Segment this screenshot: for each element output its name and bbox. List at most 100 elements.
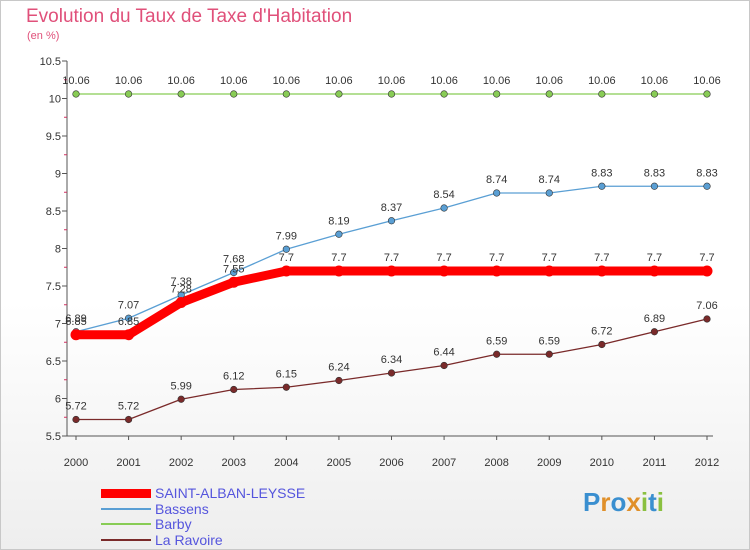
data-label: 7.7 xyxy=(594,252,609,264)
x-tick-label: 2008 xyxy=(484,457,508,469)
series-point xyxy=(703,182,711,190)
x-tick-label: 2004 xyxy=(274,457,298,469)
x-tick-label: 2005 xyxy=(327,457,351,469)
data-label: 7.28 xyxy=(170,284,191,296)
data-label: 8.74 xyxy=(539,174,560,186)
chart-subtitle: (en %) xyxy=(27,30,60,42)
series-point xyxy=(596,265,608,277)
series-point xyxy=(335,230,343,238)
data-label: 10.06 xyxy=(62,75,90,87)
data-label: 8.83 xyxy=(644,167,665,179)
x-tick-label: 2011 xyxy=(643,457,667,469)
data-label: 7.7 xyxy=(279,252,294,264)
data-label: 7.68 xyxy=(223,254,244,266)
logo-letter: i xyxy=(640,487,649,517)
data-label: 10.06 xyxy=(430,75,458,87)
series-point xyxy=(282,90,290,98)
data-label: 5.72 xyxy=(118,401,139,413)
data-label: 8.83 xyxy=(696,167,717,179)
series-point xyxy=(124,314,133,322)
series-point xyxy=(598,90,606,98)
series-point xyxy=(230,385,238,394)
data-label: 8.54 xyxy=(433,189,454,201)
series-point xyxy=(124,90,133,98)
data-label: 5.72 xyxy=(65,401,86,413)
data-label: 5.99 xyxy=(170,380,191,392)
y-tick-label: 6 xyxy=(55,394,61,406)
series-point xyxy=(70,329,82,341)
series-point xyxy=(543,265,555,277)
series-point xyxy=(282,245,290,253)
data-label: 7.55 xyxy=(223,263,244,275)
series-point xyxy=(177,90,185,98)
x-tick-label: 2009 xyxy=(537,457,561,469)
data-label: 10.06 xyxy=(167,75,195,87)
series-point xyxy=(177,395,185,403)
data-label: 10.06 xyxy=(378,75,406,87)
y-tick-label: 9 xyxy=(55,169,61,181)
data-label: 8.37 xyxy=(381,202,402,214)
series-point xyxy=(545,189,553,197)
y-tick-label: 7 xyxy=(55,319,61,331)
series-point xyxy=(598,340,606,349)
series-point xyxy=(387,369,396,377)
y-tick-label: 10.5 xyxy=(40,56,61,68)
data-label: 6.44 xyxy=(433,347,454,359)
x-tick-label: 2001 xyxy=(116,457,140,469)
series-point xyxy=(123,329,135,341)
data-label: 10.06 xyxy=(483,75,511,87)
series-point xyxy=(598,182,606,190)
x-tick-label: 2000 xyxy=(64,457,88,469)
data-labels: 10.06 10.06 10.06 10.06 10.06 10.06 10.06 10.06… xyxy=(62,75,721,413)
y-tick-label: 10 xyxy=(49,94,61,106)
data-label: 7.7 xyxy=(647,252,662,264)
series-point xyxy=(335,90,343,98)
data-label: 10.06 xyxy=(115,75,143,87)
series-point xyxy=(72,90,80,98)
series-points xyxy=(70,90,713,424)
series-point xyxy=(703,315,711,323)
series-point xyxy=(386,265,397,277)
data-label: 7.7 xyxy=(331,252,346,264)
legend-swatch xyxy=(101,538,151,541)
series-point xyxy=(230,268,238,277)
series-point xyxy=(230,90,238,98)
data-label: 10.06 xyxy=(535,75,563,87)
series-point xyxy=(545,350,553,358)
series-point xyxy=(703,90,711,98)
series-point xyxy=(493,90,501,98)
y-tick-label: 8.5 xyxy=(46,206,61,218)
legend-label: SAINT-ALBAN-LEYSSE xyxy=(155,485,306,501)
logo-letter: x xyxy=(626,487,641,517)
legend-label: Bassens xyxy=(155,500,209,517)
series-point xyxy=(493,189,501,197)
data-label: 7.38 xyxy=(170,276,191,288)
series-point xyxy=(333,265,345,277)
data-label: 7.07 xyxy=(118,299,139,311)
series-point xyxy=(228,276,240,288)
data-label: 10.06 xyxy=(273,75,301,87)
logo-letter: t xyxy=(648,487,657,517)
y-tick-label: 5.5 xyxy=(46,431,61,443)
x-tick-label: 2010 xyxy=(590,457,614,469)
series-point xyxy=(440,90,448,98)
y-tick-label: 6.5 xyxy=(46,356,61,368)
series-point xyxy=(387,217,396,225)
y-tick-label: 8 xyxy=(55,244,61,256)
data-label: 10.06 xyxy=(325,75,353,87)
data-label: 10.06 xyxy=(220,75,248,87)
logo-letter: r xyxy=(600,487,611,517)
data-label: 6.59 xyxy=(539,335,560,347)
data-label: 10.06 xyxy=(641,75,669,87)
series-point xyxy=(648,265,660,277)
x-tick-label: 2002 xyxy=(169,457,193,469)
logo-letter: i xyxy=(656,487,664,517)
data-label: 6.89 xyxy=(644,313,665,325)
data-label: 8.83 xyxy=(591,167,612,179)
data-label: 8.74 xyxy=(486,174,507,186)
data-label: 8.19 xyxy=(328,215,349,227)
series-point xyxy=(282,383,290,391)
data-label: 6.89 xyxy=(65,313,86,325)
data-label: 6.59 xyxy=(486,335,507,347)
